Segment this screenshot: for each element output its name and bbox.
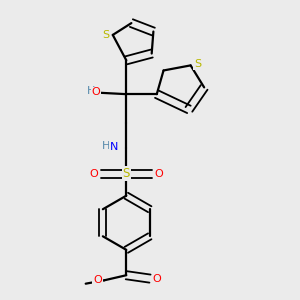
Text: O: O (152, 274, 161, 284)
Text: O: O (89, 169, 98, 179)
Text: O: O (93, 275, 102, 285)
Text: S: S (194, 59, 201, 69)
Text: H: H (102, 141, 110, 151)
Text: H: H (87, 86, 95, 96)
Text: O: O (92, 88, 100, 98)
Text: S: S (123, 167, 130, 180)
Text: N: N (110, 142, 119, 152)
Text: S: S (102, 30, 109, 40)
Text: O: O (155, 169, 164, 179)
